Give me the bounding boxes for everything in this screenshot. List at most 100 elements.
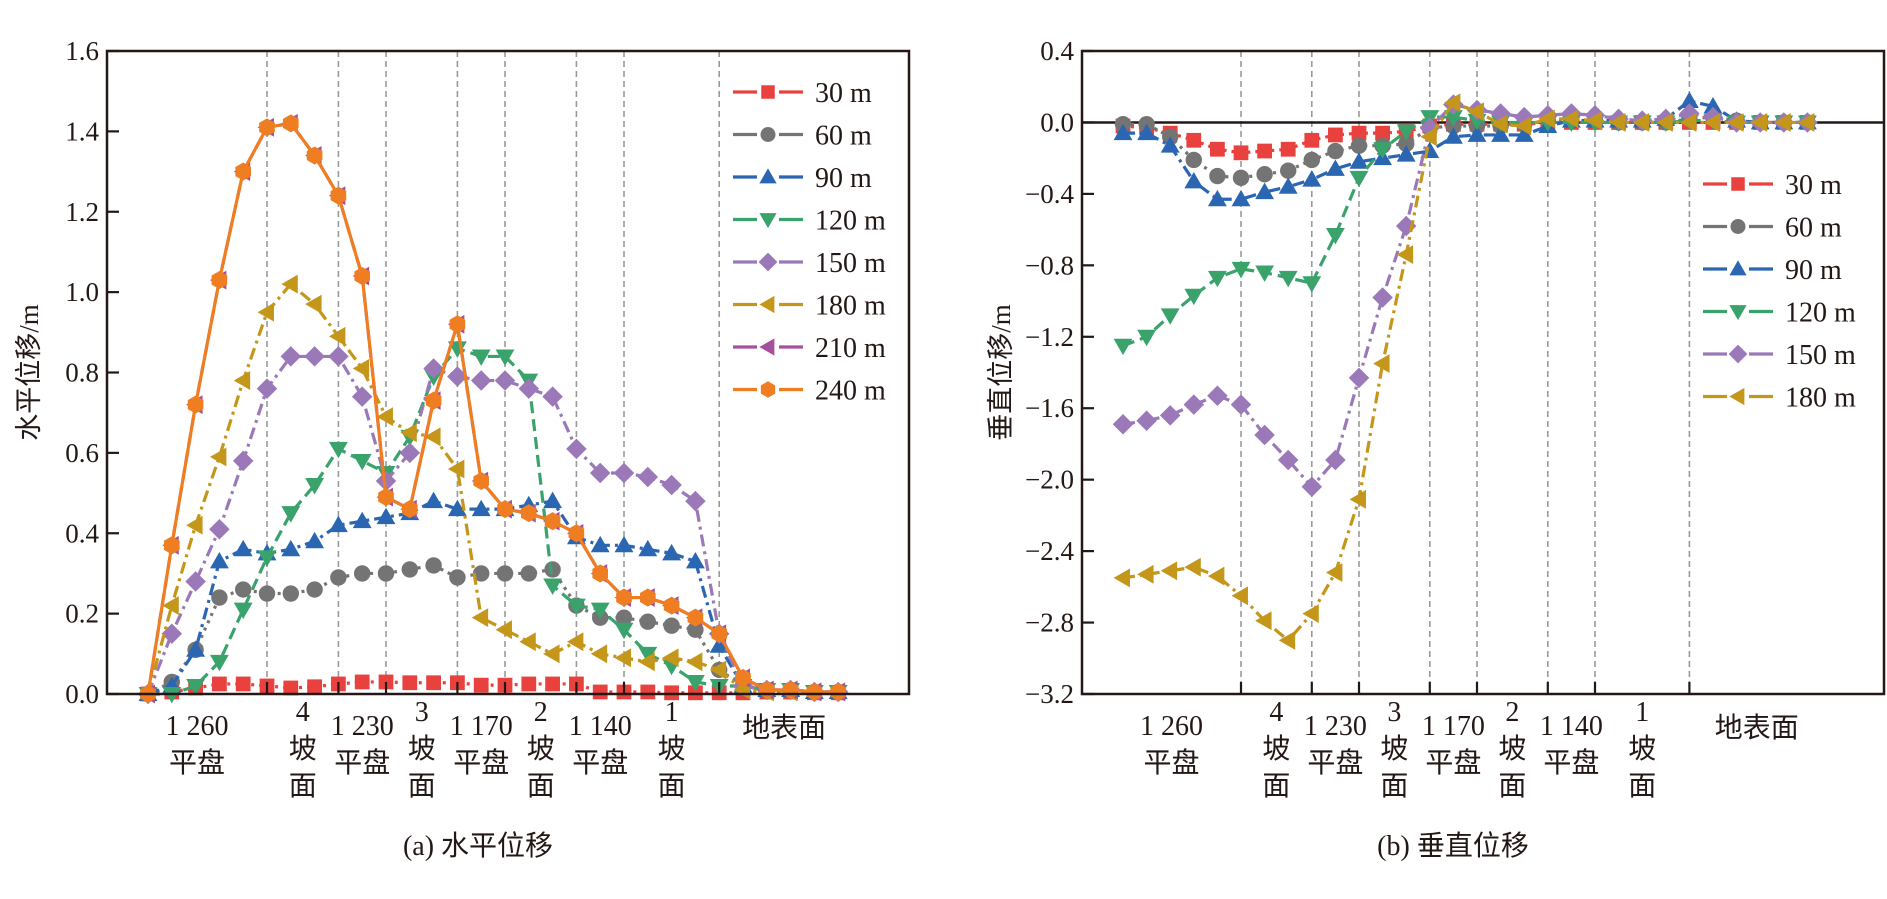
data-point bbox=[709, 636, 729, 653]
x-category-line: 1 140 bbox=[1540, 711, 1603, 742]
data-point bbox=[496, 565, 514, 582]
data-point bbox=[162, 596, 179, 616]
legend-label: 120 m bbox=[1785, 298, 1856, 329]
y-axis: 0.4 0.0 −0.4 −0.8 −1.2 −1.6 −2.0 −2.4 −2.8 −3.2 bbox=[1025, 36, 1094, 709]
x-category-label: 1 230 平盘 bbox=[331, 711, 394, 779]
data-point bbox=[685, 551, 705, 569]
x-category-line: 3 bbox=[1387, 697, 1401, 728]
x-category-line: 面 bbox=[1498, 771, 1526, 802]
x-category-line: 3 bbox=[415, 697, 429, 728]
data-point bbox=[1349, 489, 1366, 509]
y-tick-label: −2.4 bbox=[1025, 536, 1074, 566]
data-point bbox=[590, 602, 610, 620]
data-point bbox=[354, 565, 371, 582]
data-point bbox=[232, 450, 254, 472]
data-point bbox=[186, 640, 206, 657]
data-point bbox=[447, 499, 467, 517]
data-point bbox=[1727, 113, 1744, 132]
data-point bbox=[1325, 227, 1345, 245]
x-category-line: 2 bbox=[534, 697, 548, 728]
data-point bbox=[1231, 189, 1251, 207]
data-point bbox=[1280, 162, 1297, 179]
data-point bbox=[638, 646, 658, 664]
y-tick-label: −0.4 bbox=[1025, 179, 1074, 209]
data-point bbox=[209, 551, 229, 569]
data-point bbox=[1277, 449, 1299, 471]
x-category-line: 平盘 bbox=[1543, 747, 1599, 779]
data-point bbox=[542, 386, 563, 407]
data-point bbox=[304, 346, 325, 367]
x-category-label: 1 坡面 bbox=[658, 697, 686, 802]
data-point bbox=[305, 478, 325, 495]
data-point bbox=[163, 536, 180, 555]
x-category-line: 1 230 bbox=[331, 711, 394, 742]
data-point bbox=[1303, 151, 1321, 169]
legend-item: 180 m bbox=[733, 291, 886, 322]
data-point bbox=[1113, 123, 1133, 141]
x-category-label: 1 230 平盘 bbox=[1304, 711, 1367, 779]
data-point bbox=[545, 676, 560, 692]
data-point bbox=[305, 531, 325, 549]
series-line bbox=[1122, 102, 1808, 489]
legend-marker bbox=[1729, 260, 1747, 276]
data-point bbox=[735, 668, 751, 687]
data-point bbox=[589, 462, 611, 484]
legend-item: 60 m bbox=[1703, 213, 1842, 244]
panel-vertical-displacement: 0.4 0.0 −0.4 −0.8 −1.2 −1.6 −2.0 −2.4 −2.8 −3.2 1… bbox=[986, 36, 1886, 862]
data-point bbox=[687, 621, 704, 638]
data-point bbox=[235, 676, 251, 692]
data-point bbox=[614, 622, 634, 640]
data-point bbox=[305, 294, 322, 314]
data-point bbox=[471, 349, 491, 366]
series-line bbox=[146, 354, 839, 695]
data-point bbox=[639, 588, 656, 607]
legend-item: 30 m bbox=[1703, 170, 1842, 201]
x-category-labels: 1 260 平盘 4 坡面 1 230 平盘 3 坡面 1 170 平盘 2 坡面 1 140 平盘 1 坡面… bbox=[1140, 697, 1799, 802]
data-point bbox=[568, 524, 585, 543]
data-point bbox=[330, 569, 347, 586]
data-point bbox=[401, 561, 418, 578]
x-category-line: 平盘 bbox=[1425, 747, 1481, 779]
legend-marker bbox=[1731, 177, 1745, 191]
legend-label: 90 m bbox=[1785, 255, 1842, 286]
data-point bbox=[1443, 127, 1463, 144]
data-point bbox=[426, 675, 441, 691]
data-point bbox=[1302, 170, 1322, 187]
data-point bbox=[1703, 113, 1720, 132]
legend-label: 150 m bbox=[1785, 340, 1856, 371]
x-category-line: 坡 bbox=[1498, 733, 1526, 765]
data-point bbox=[186, 515, 203, 535]
data-point bbox=[1327, 142, 1344, 160]
x-category-line: 1 260 bbox=[166, 711, 229, 742]
data-point bbox=[282, 585, 299, 602]
data-point bbox=[544, 512, 561, 531]
data-point bbox=[473, 565, 490, 582]
data-point bbox=[1113, 568, 1130, 588]
data-point bbox=[1396, 145, 1416, 162]
x-category-label: 2 坡面 bbox=[527, 697, 555, 802]
series-layer bbox=[1112, 91, 1818, 650]
data-point bbox=[685, 652, 703, 672]
data-point bbox=[449, 569, 466, 586]
data-point bbox=[1231, 586, 1248, 606]
data-point bbox=[328, 515, 348, 533]
series-120-m bbox=[138, 341, 848, 704]
legend-item: 120 m bbox=[733, 206, 886, 237]
y-tick-label: 1.4 bbox=[65, 116, 99, 146]
data-point bbox=[352, 453, 372, 471]
data-point bbox=[307, 679, 322, 695]
data-point bbox=[1278, 630, 1296, 650]
data-point bbox=[354, 674, 370, 690]
data-point bbox=[1420, 127, 1437, 147]
data-point bbox=[520, 504, 537, 523]
legend-label: 240 m bbox=[815, 376, 886, 407]
data-point bbox=[1207, 189, 1227, 207]
legend-item: 150 m bbox=[733, 248, 886, 279]
data-point bbox=[494, 370, 516, 391]
x-category-line: 坡 bbox=[289, 733, 317, 765]
x-category-line: 1 170 bbox=[1422, 711, 1485, 742]
data-point bbox=[256, 378, 278, 399]
y-tick-label: 1.2 bbox=[65, 197, 99, 227]
data-point bbox=[328, 441, 348, 459]
